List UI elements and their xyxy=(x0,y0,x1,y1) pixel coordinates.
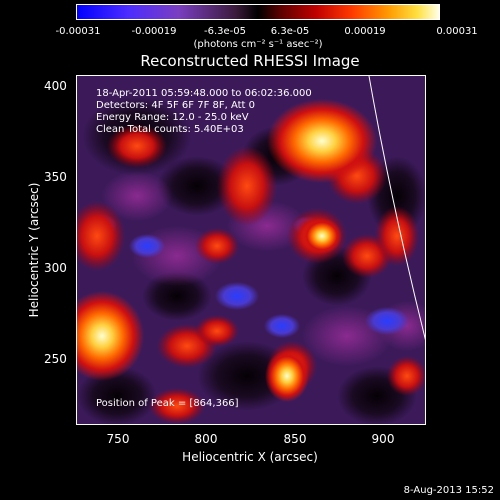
hot-regions xyxy=(77,99,377,402)
plot-title: Reconstructed RHESSI Image xyxy=(140,52,360,70)
image-map xyxy=(77,76,425,424)
rhessi-image xyxy=(76,75,426,425)
colorbar-unit: (photons cm⁻² s⁻¹ asec⁻²) xyxy=(193,39,323,50)
x-tick-label: 800 xyxy=(194,432,218,446)
y-tick-label: 250 xyxy=(44,352,67,366)
energy-range-label: Energy Range: 12.0 - 25.0 keV xyxy=(96,112,249,123)
y-axis-label: Heliocentric Y (arcsec) xyxy=(27,182,41,318)
colorbar-tick: 6.3e-05 xyxy=(270,26,310,37)
colorbar xyxy=(76,4,440,20)
y-tick-label: 300 xyxy=(44,261,67,275)
colorbar-tick: -0.00031 xyxy=(55,26,101,37)
y-tick-label: 350 xyxy=(44,170,67,184)
colorbar-tick: -0.00019 xyxy=(131,26,177,37)
x-tick-label: 850 xyxy=(283,432,307,446)
peak-position-label: Position of Peak = [864,366] xyxy=(96,398,239,409)
colorbar-tick: 0.00019 xyxy=(344,26,386,37)
colorbar-tick: -6.3e-05 xyxy=(204,26,246,37)
timestamp: 8-Aug-2013 15:52 xyxy=(403,485,494,496)
y-tick-label: 400 xyxy=(44,79,67,93)
time-range-label: 18-Apr-2011 05:59:48.000 to 06:02:36.000 xyxy=(96,88,312,99)
x-tick-label: 750 xyxy=(106,432,130,446)
solar-limb-line xyxy=(368,76,425,341)
x-axis-label: Heliocentric X (arcsec) xyxy=(182,450,318,464)
total-counts-label: Clean Total counts: 5.40E+03 xyxy=(96,124,244,135)
x-tick-label: 900 xyxy=(371,432,395,446)
detectors-label: Detectors: 4F 5F 6F 7F 8F, Att 0 xyxy=(96,100,256,111)
colorbar-tick: 0.00031 xyxy=(436,26,478,37)
